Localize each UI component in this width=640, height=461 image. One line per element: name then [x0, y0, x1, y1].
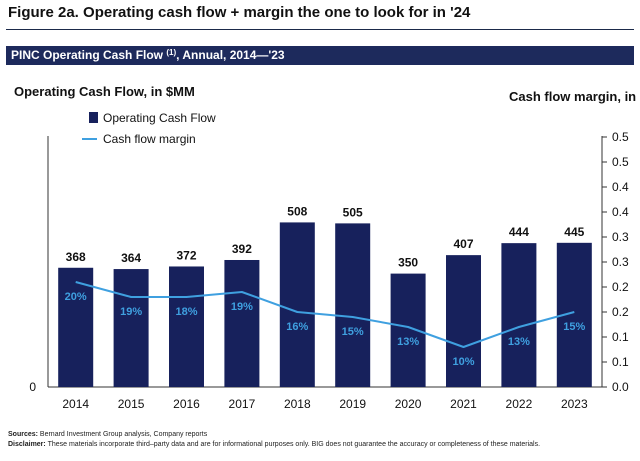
cash-flow-bar: [169, 266, 204, 387]
cash-flow-bar: [501, 243, 537, 387]
margin-data-label: 13%: [397, 336, 419, 348]
margin-data-label: 15%: [563, 321, 585, 333]
bar-value-label: 372: [176, 248, 196, 262]
cash-flow-bar: [446, 255, 481, 387]
margin-data-label: 13%: [508, 336, 530, 348]
footer-disclaimer: Disclaimer: These materials incorporate …: [8, 440, 608, 449]
right-tick-label: 0.4: [612, 180, 629, 194]
margin-data-label: 20%: [65, 291, 87, 303]
right-tick-label: 0.4: [612, 205, 629, 219]
bar-value-label: 392: [232, 242, 252, 256]
x-tick-label: 2023: [561, 397, 588, 411]
x-tick-label: 2022: [506, 397, 533, 411]
cash-flow-bar: [390, 273, 426, 387]
sources-text: Bernard Investment Group analysis, Compa…: [37, 431, 208, 438]
left-tick-label: 0: [29, 380, 36, 394]
bar-value-label: 508: [287, 204, 307, 218]
bar-value-label: 364: [121, 251, 141, 265]
banner-text: PINC Operating Cash Flow: [11, 48, 167, 62]
cash-flow-bar: [58, 267, 94, 387]
right-tick-label: 0.3: [612, 230, 629, 244]
cash-flow-bar: [113, 269, 149, 387]
margin-data-label: 16%: [286, 321, 308, 333]
margin-data-label: 10%: [452, 356, 474, 368]
right-tick-label: 0.3: [612, 255, 629, 269]
left-axis-title: Operating Cash Flow, in $MM: [14, 84, 195, 99]
right-tick-label: 0.5: [612, 130, 629, 144]
x-tick-label: 2015: [118, 397, 145, 411]
margin-line: [75, 281, 575, 348]
disclaimer-text: These materials incorporate third–party …: [45, 441, 541, 448]
margin-data-label: 19%: [231, 301, 253, 313]
legend-bar-label: Operating Cash Flow: [103, 111, 216, 125]
banner-footnote-marker: (1): [166, 48, 177, 57]
bar-value-label: 445: [564, 225, 584, 239]
disclaimer-label: Disclaimer:: [8, 441, 46, 448]
right-tick-label: 0.5: [612, 155, 629, 169]
x-tick-label: 2019: [339, 397, 366, 411]
x-tick-label: 2016: [173, 397, 200, 411]
x-tick-label: 2018: [284, 397, 311, 411]
margin-data-label: 18%: [175, 306, 197, 318]
banner-suffix: , Annual, 2014—'23: [176, 48, 285, 62]
x-tick-label: 2014: [62, 397, 89, 411]
footer-sources: Sources: Bernard Investment Group analys…: [8, 430, 608, 439]
bar-value-label: 505: [343, 205, 363, 219]
chart-banner: PINC Operating Cash Flow (1), Annual, 20…: [6, 46, 634, 65]
legend-line-label: Cash flow margin: [103, 132, 196, 146]
cash-flow-bar: [335, 223, 371, 387]
cash-flow-bar: [224, 259, 260, 387]
bar-value-label: 368: [66, 250, 86, 264]
x-tick-label: 2017: [229, 397, 256, 411]
margin-data-label: 19%: [120, 306, 142, 318]
bar-value-label: 407: [453, 237, 473, 251]
right-tick-label: 0.1: [612, 330, 629, 344]
right-tick-label: 0.1: [612, 355, 629, 369]
cash-flow-bar: [279, 222, 315, 387]
sources-label: Sources:: [8, 431, 38, 438]
right-tick-label: 0.2: [612, 305, 629, 319]
figure-title: Figure 2a. Operating cash flow + margin …: [8, 4, 471, 21]
right-tick-label: 0.2: [612, 280, 629, 294]
title-divider: [6, 29, 634, 30]
right-axis-title: Cash flow margin, in %: [509, 89, 640, 104]
right-tick-label: 0.0: [612, 380, 629, 394]
bar-value-label: 444: [509, 225, 529, 239]
x-tick-label: 2021: [450, 397, 477, 411]
x-tick-label: 2020: [395, 397, 422, 411]
bar-value-label: 350: [398, 256, 418, 270]
legend-bar-swatch: [89, 112, 98, 123]
margin-data-label: 15%: [342, 326, 364, 338]
